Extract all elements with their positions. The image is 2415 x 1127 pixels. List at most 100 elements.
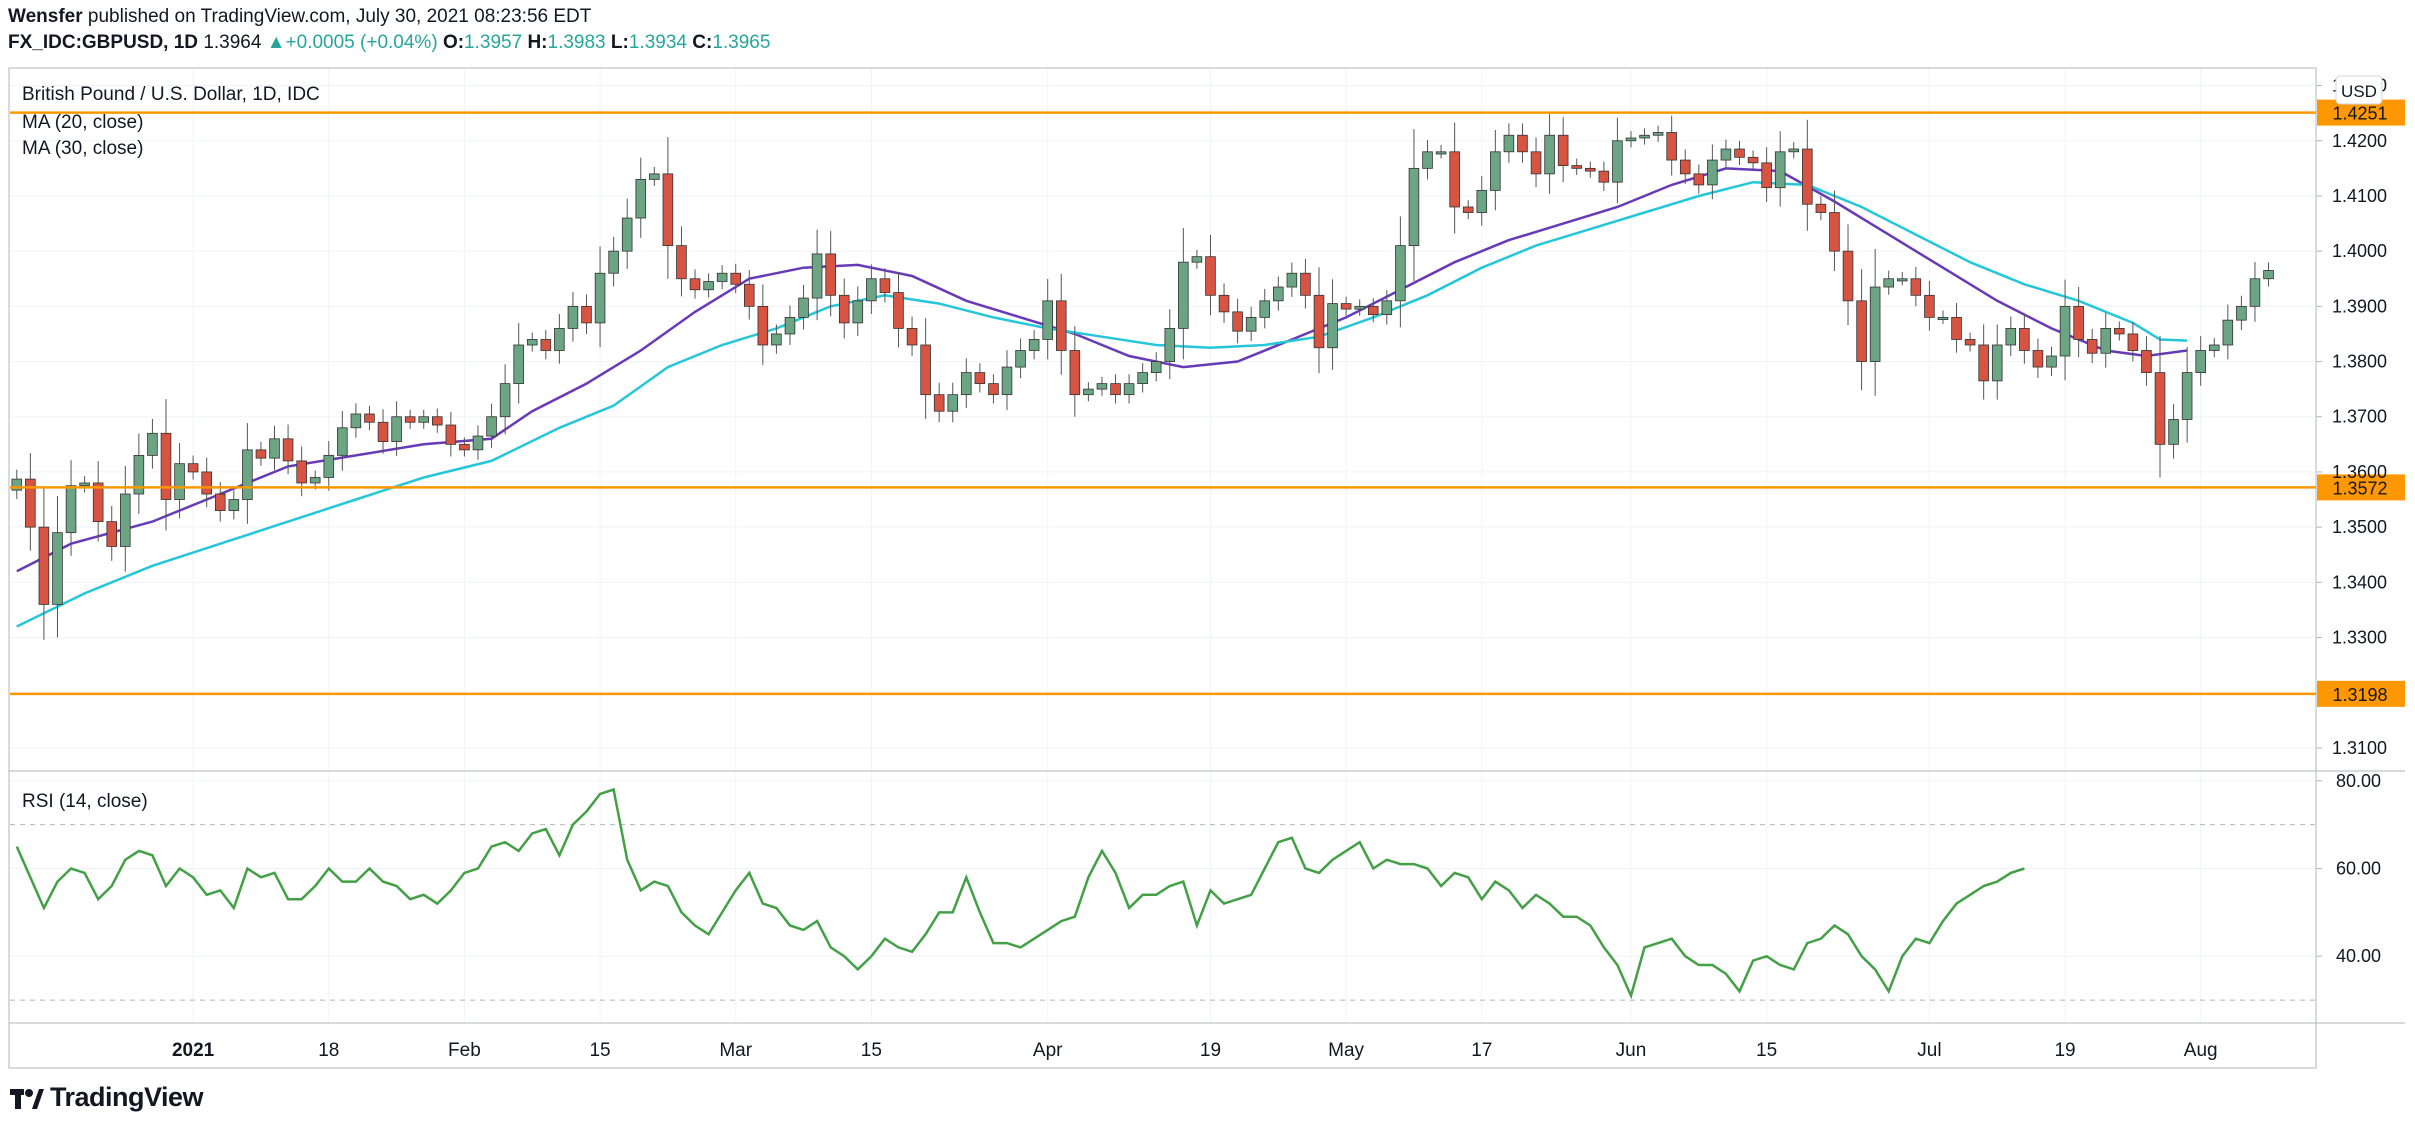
candle-body (1340, 303, 1352, 310)
candle-up (2168, 403, 2179, 459)
candle-body (906, 328, 918, 346)
author-name[interactable]: Wensfer (8, 6, 83, 27)
candle-down (1055, 274, 1067, 375)
time-tick-label: Mar (719, 1040, 752, 1061)
rsi-axis[interactable]: 80.00 60.00 40.00 (2316, 771, 2381, 966)
candle-down (1313, 267, 1325, 374)
candle-body (174, 463, 185, 500)
candle-body (1666, 132, 1677, 161)
candle-up (635, 157, 647, 238)
candle-body (1015, 350, 1026, 368)
candle-up (1422, 139, 1433, 180)
candle-body (242, 449, 253, 500)
time-axis[interactable]: 2021 18 Feb 15 Mar 15 Apr 19 May 17 Jun 15 Jul 19 Aug (172, 1040, 2218, 1061)
candle-body (988, 383, 999, 396)
brand-name: TradingView (50, 1082, 204, 1112)
candle-down (2073, 287, 2084, 358)
price-tick-label: 1.3900 (2332, 296, 2387, 316)
candle-body (1381, 300, 1393, 316)
candle-down (459, 437, 470, 457)
candle-up (499, 364, 511, 435)
change-arrow-icon: ▲ (266, 32, 286, 53)
candle-body (120, 493, 131, 547)
candle-down (2114, 321, 2125, 341)
candle-body (1571, 165, 1583, 169)
candle-body (608, 250, 619, 274)
candle-down (2019, 314, 2030, 364)
candle-body (2086, 339, 2098, 354)
candle-body (825, 253, 836, 296)
currency-label[interactable]: USD (2341, 82, 2377, 101)
candle-body (852, 300, 864, 324)
horizontal-levels[interactable]: 1.4251 1.3572 1.3198 (10, 99, 2405, 707)
candle-body (2100, 328, 2112, 354)
candle-body (1815, 203, 1827, 213)
candle-down (1978, 324, 1989, 400)
level-label: 1.4251 (2332, 104, 2387, 124)
candle-down (1232, 298, 1243, 344)
price-axis[interactable]: 1.43001.42001.41001.40001.39001.38001.37… (2316, 76, 2387, 758)
rsi-legend[interactable]: RSI (14, close) (22, 791, 148, 812)
candle-body (160, 432, 172, 500)
candle-body (920, 344, 931, 396)
candle-down (757, 284, 769, 365)
candle-up (771, 324, 782, 354)
candle-body (1896, 278, 1908, 282)
candle-body (364, 413, 375, 423)
candle-body (1720, 148, 1732, 161)
candle-down (160, 399, 172, 531)
candle-up (1327, 279, 1338, 370)
chart-title: British Pound / U.S. Dollar, 1D, IDC (22, 84, 320, 105)
candle-body (2181, 372, 2193, 420)
candle-down (1571, 158, 1583, 175)
candle-up (866, 264, 877, 315)
candle-body (1707, 159, 1718, 186)
candle-up (961, 358, 972, 408)
candle-body (621, 217, 633, 252)
candle-down (974, 363, 986, 393)
candle-down (1585, 161, 1596, 178)
candle-body (2195, 350, 2206, 373)
ma30-legend[interactable]: MA (30, close) (22, 138, 143, 159)
candle-up (1191, 249, 1203, 269)
tradingview-logo-icon (10, 1088, 44, 1109)
symbol-name[interactable]: FX_IDC:GBPUSD, 1D (8, 32, 199, 53)
candle-down (282, 424, 294, 475)
candle-body (1435, 151, 1447, 155)
candle-up (1625, 131, 1637, 148)
ma20-legend[interactable]: MA (20, close) (22, 112, 143, 133)
candle-body (1829, 212, 1840, 252)
candle-body (1991, 344, 2003, 382)
candle-up (1354, 299, 1365, 316)
candle-up (594, 246, 606, 348)
candle-down (540, 330, 552, 360)
candle-up (11, 469, 23, 499)
tradingview-brand[interactable]: TradingView (10, 1082, 204, 1113)
candle-down (1815, 196, 1827, 221)
candle-body (540, 339, 552, 351)
candle-body (2114, 328, 2125, 335)
candle-body (391, 416, 402, 442)
candle-body (2236, 305, 2247, 321)
candle-body (1693, 173, 1705, 186)
candle-body (1422, 151, 1433, 169)
candle-up (1042, 279, 1053, 360)
price-tick-label: 1.4200 (2332, 131, 2387, 151)
candle-up (1544, 113, 1555, 194)
candle-up (554, 314, 565, 364)
candle-body (798, 297, 809, 318)
candle-body (1123, 383, 1135, 396)
candle-up (811, 229, 823, 321)
candle-body (635, 178, 647, 219)
candle-down (2086, 328, 2098, 364)
candle-down (1842, 224, 1854, 326)
candle-down (1530, 137, 1542, 188)
candle-body (2032, 350, 2044, 368)
candle-down (2141, 336, 2152, 386)
candle-down (1218, 283, 1230, 323)
candle-body (1544, 134, 1555, 175)
candle-body (1530, 151, 1542, 175)
candle-up (798, 284, 809, 330)
candle-body (947, 394, 959, 412)
